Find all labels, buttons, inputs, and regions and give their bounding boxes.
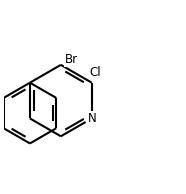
Text: Cl: Cl — [89, 66, 101, 79]
Text: N: N — [87, 112, 96, 125]
Text: Br: Br — [65, 53, 78, 66]
